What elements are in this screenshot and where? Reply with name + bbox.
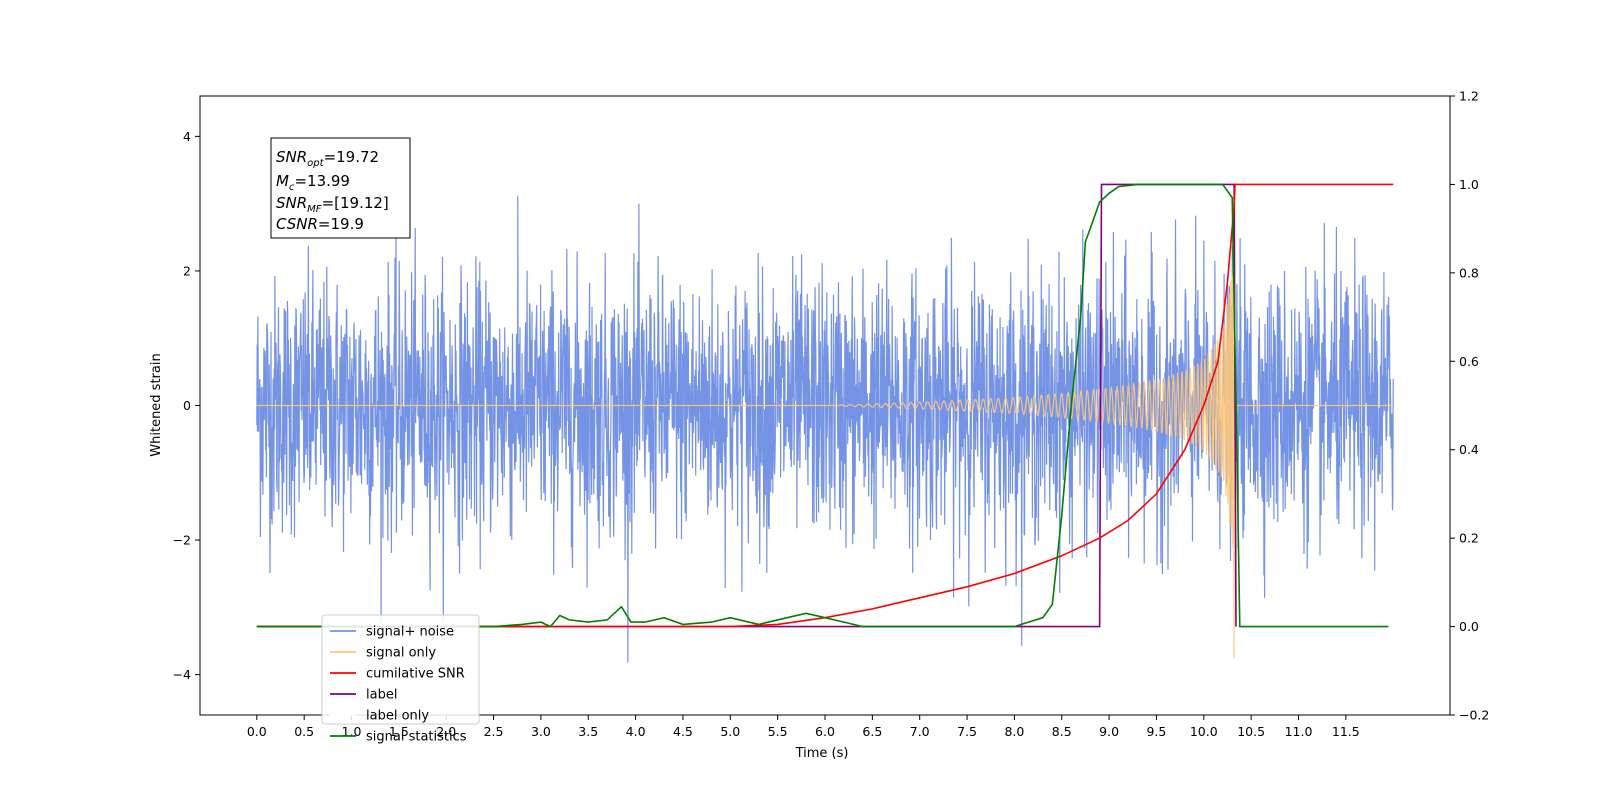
x-tick-label: 10.5 [1237,724,1265,739]
x-tick-label: 10.0 [1190,724,1218,739]
x-tick-label: 0.5 [294,724,314,739]
legend-label: signal+ noise [366,625,454,640]
y-tick-label: 4 [183,129,191,144]
x-tick-label: 0.0 [247,724,267,739]
y2-tick-label: 0.8 [1459,265,1479,280]
annotation-snr-opt: SNRopt=19.72 [276,148,379,169]
annotation-csnr: CSNR=19.9 [276,215,364,233]
y-axis-left: −4 −2 0 2 4 [173,129,200,682]
x-tick-label: 6.0 [815,724,835,739]
y2-tick-label: −0.2 [1459,708,1489,723]
x-tick-label: 9.0 [1099,724,1119,739]
x-tick-label: 3.0 [531,724,551,739]
series-signal-statistics [256,183,1389,628]
annotation-mc: Mc=13.99 [276,172,350,193]
y2-tick-label: 0.0 [1459,619,1479,634]
x-tick-label: 3.5 [578,724,598,739]
y-tick-label: −4 [173,667,191,682]
legend-label: signal only [366,646,436,661]
x-tick-label: 6.5 [862,724,882,739]
x-tick-label: 2.0 [436,724,456,739]
x-tick-label: 4.0 [626,724,646,739]
x-tick-label: 2.5 [484,724,504,739]
x-tick-label: 9.5 [1146,724,1166,739]
y2-tick-label: 0.4 [1459,442,1479,457]
x-tick-label: 11.5 [1332,724,1360,739]
y-tick-label: 0 [183,398,191,413]
series-signal-only [256,191,1394,659]
y-axis-label: Whitened strain [149,353,164,456]
annotation-snr-mf: SNRMF=[19.12] [276,194,389,215]
y2-tick-label: 0.2 [1459,531,1479,546]
legend-label: label [366,688,397,703]
metrics-annotation: SNRopt=19.72 Mc=13.99 SNRMF=[19.12] CSNR… [270,137,411,239]
x-tick-label: 1.5 [389,724,409,739]
x-axis-label: Time (s) [795,746,849,761]
y-tick-label: 2 [183,263,191,278]
y2-tick-label: 1.2 [1459,89,1479,104]
series-signal-noise [256,196,1394,663]
y-tick-label: −2 [173,533,191,548]
annotation-box [270,137,411,239]
legend-label: label only [366,709,429,724]
x-tick-label: 11.0 [1285,724,1313,739]
y2-tick-label: 1.0 [1459,177,1479,192]
x-tick-label: 7.5 [957,724,977,739]
x-tick-label: 4.5 [673,724,693,739]
legend-label: cumilative SNR [366,667,465,682]
x-tick-label: 8.5 [1052,724,1072,739]
legend: signal+ noise signal only cumilative SNR la… [321,614,480,745]
y2-tick-label: 0.6 [1459,354,1479,369]
x-tick-label: 5.5 [768,724,788,739]
x-tick-label: 8.0 [1004,724,1024,739]
legend-label: signal statistics [366,730,467,745]
series-layer [256,183,1394,663]
x-tick-label: 5.0 [720,724,740,739]
y-axis-right: −0.2 0.0 0.2 0.4 0.6 0.8 1.0 1.2 [1450,89,1489,723]
x-tick-label: 7.0 [910,724,930,739]
legend-box [321,614,480,725]
